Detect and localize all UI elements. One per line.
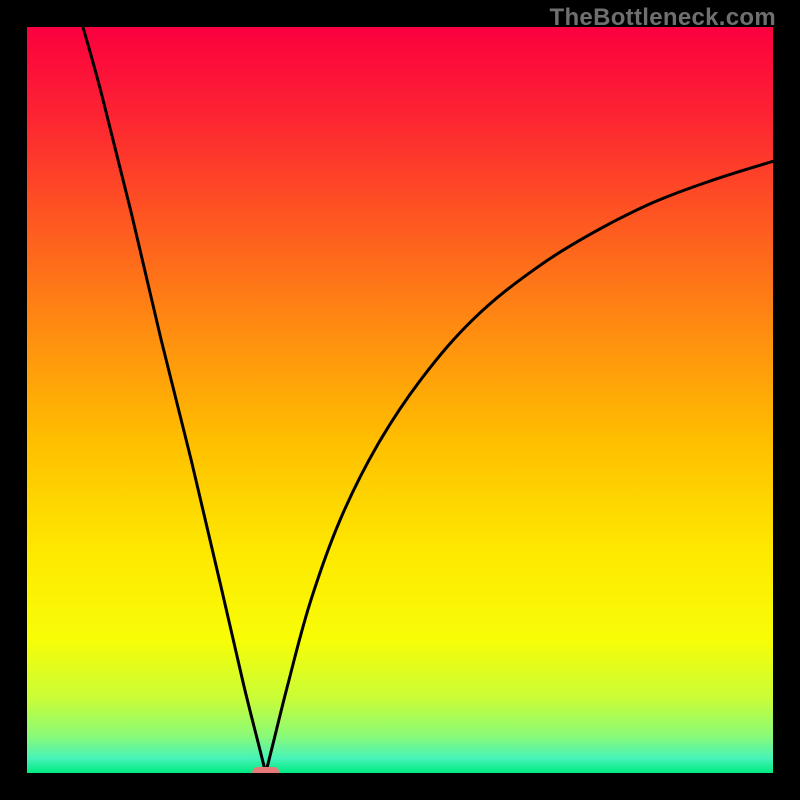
gradient-background	[27, 27, 773, 773]
chart-frame: TheBottleneck.com	[0, 0, 800, 800]
plot-area	[27, 27, 773, 773]
chart-svg	[27, 27, 773, 773]
optimum-marker	[252, 767, 279, 773]
